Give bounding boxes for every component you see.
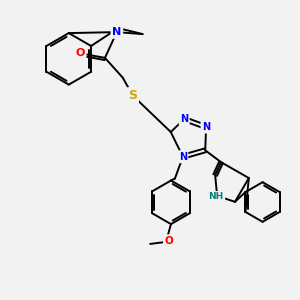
Text: N: N xyxy=(180,114,188,124)
Text: O: O xyxy=(76,48,85,58)
Text: N: N xyxy=(112,27,122,37)
Text: O: O xyxy=(165,236,173,246)
Text: NH: NH xyxy=(208,192,224,201)
Text: N: N xyxy=(202,122,210,132)
Text: N: N xyxy=(179,152,187,162)
Text: S: S xyxy=(128,89,137,102)
